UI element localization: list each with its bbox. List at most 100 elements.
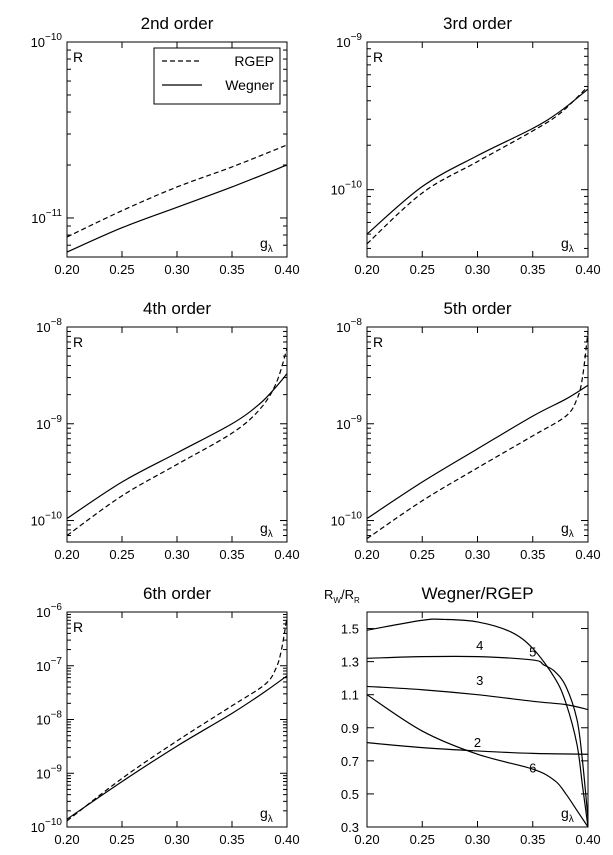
y-tick-label: 0.7 [341,754,359,769]
x-axis-label: gλ [561,520,574,540]
y-axis-label: RW/RR [324,587,360,605]
series-label: 4 [476,638,483,653]
x-tick-label: 0.30 [465,832,490,847]
x-axis-label: gλ [260,235,273,255]
panel-title: 3rd order [443,14,512,33]
panel-title: Wegner/RGEP [421,584,533,603]
x-tick-label: 0.20 [54,832,79,847]
series-line-6 [367,694,588,827]
corner-label: R [73,619,83,635]
y-tick-label: 1.1 [341,688,359,703]
corner-label: R [73,49,83,65]
legend-label: RGEP [234,53,274,69]
y-tick-label: 10−10 [31,817,63,835]
series-line-rgep [67,617,287,822]
plot-frame [366,41,589,258]
y-tick-label: 10−8 [336,317,362,335]
series-line-rgep [367,331,588,540]
series-line-wegner [67,675,287,820]
y-tick-label: 10−10 [331,511,363,529]
panel-3: 4th order 0.20 0.25 0.30 0.35 0.40 10−10 10−9 10… [31,299,300,562]
y-tick-label: 1.3 [341,655,359,670]
series-label: 3 [476,673,483,688]
y-tick-label: 10−8 [36,317,62,335]
legend-label: Wegner [225,77,274,93]
series-line-wegner [367,384,588,519]
plot-frame [366,326,589,543]
panel-title: 2nd order [141,14,214,33]
legend-box [153,47,281,105]
y-tick-label: 0.9 [341,721,359,736]
x-tick-label: 0.40 [575,262,600,277]
x-tick-label: 0.30 [164,832,189,847]
x-tick-label: 0.40 [274,547,299,562]
y-tick-label: 1.5 [341,622,359,637]
y-tick-label: 10−11 [31,208,62,226]
y-tick-label: 10−7 [36,656,62,674]
series-label: 2 [474,735,481,750]
x-tick-label: 0.25 [109,262,134,277]
panel-1: 2nd order 0.20 0.25 0.30 0.35 0.40 10−11 10−10 R… [31,14,300,277]
x-tick-label: 0.30 [465,262,490,277]
y-tick-label: 10−9 [336,32,362,50]
y-tick-label: 10−10 [331,180,363,198]
y-tick-label: 10−10 [31,511,63,529]
x-tick-label: 0.40 [274,832,299,847]
x-axis-label: gλ [260,520,273,540]
panel-6: Wegner/RGEP 0.20 0.25 0.30 0.35 0.40 0.3 0.5 0.7… [324,584,601,847]
panel-5: 6th order 0.20 0.25 0.30 0.35 0.40 10−10 10−9 10… [31,584,300,847]
corner-label: R [73,334,83,350]
y-tick-label: 0.3 [341,820,359,835]
y-tick-label: 0.5 [341,787,359,802]
x-axis-label: gλ [561,235,574,255]
x-tick-label: 0.20 [54,547,79,562]
series-line-rgep [67,348,287,537]
series-line-3 [367,685,588,711]
x-tick-label: 0.20 [354,262,379,277]
series-line-5 [367,618,588,827]
x-axis-label: gλ [561,805,574,825]
panel-title: 6th order [143,584,211,603]
x-tick-label: 0.20 [354,832,379,847]
y-tick-label: 10−9 [36,763,62,781]
y-tick-label: 10−9 [36,414,62,432]
series-line-4 [367,655,588,819]
x-tick-label: 0.35 [520,547,545,562]
x-tick-label: 0.35 [219,262,244,277]
series-line-wegner [67,373,287,519]
x-tick-label: 0.25 [410,262,435,277]
x-axis-label: gλ [260,805,273,825]
x-tick-label: 0.30 [164,547,189,562]
x-tick-label: 0.25 [109,832,134,847]
series-line-rgep [367,86,588,245]
series-line-rgep [67,144,287,238]
series-line-2 [367,742,588,755]
plot-frame [66,326,288,543]
series-line-wegner [67,164,287,253]
x-tick-label: 0.40 [274,262,299,277]
x-tick-label: 0.25 [109,547,134,562]
series-label: 6 [529,760,536,775]
x-tick-label: 0.25 [410,547,435,562]
panel-2: 3rd order 0.20 0.25 0.30 0.35 0.40 10−10 10−9 Rg… [331,14,601,277]
panel-title: 4th order [143,299,211,318]
x-tick-label: 0.35 [219,832,244,847]
series-line-wegner [367,88,588,235]
corner-label: R [373,334,383,350]
x-tick-label: 0.30 [164,262,189,277]
x-tick-label: 0.20 [54,262,79,277]
y-tick-label: 10−6 [36,602,62,620]
x-tick-label: 0.35 [520,262,545,277]
corner-label: R [373,49,383,65]
y-tick-label: 10−9 [336,414,362,432]
x-tick-label: 0.25 [410,832,435,847]
x-tick-label: 0.40 [575,547,600,562]
legend: RGEP Wegner [153,47,281,105]
x-tick-label: 0.30 [465,547,490,562]
y-tick-label: 10−10 [31,32,63,50]
panel-4: 5th order 0.20 0.25 0.30 0.35 0.40 10−10 10−9 10… [331,299,601,562]
x-tick-label: 0.20 [354,547,379,562]
x-tick-label: 0.35 [520,832,545,847]
x-tick-label: 0.40 [575,832,600,847]
